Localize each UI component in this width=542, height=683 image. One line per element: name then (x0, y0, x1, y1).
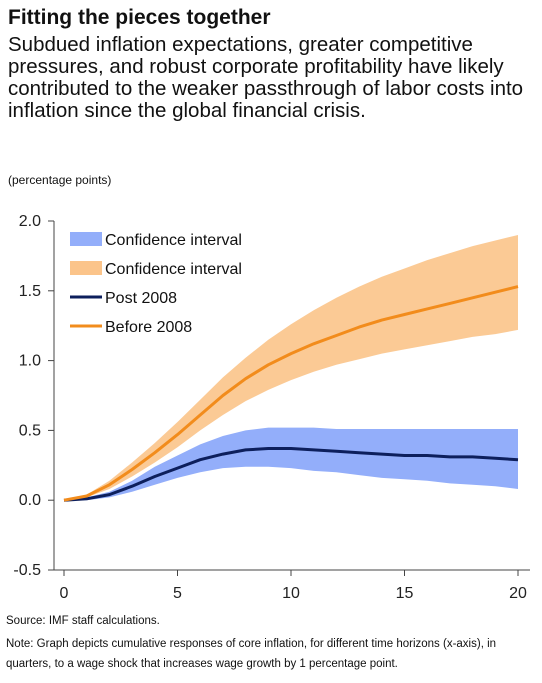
legend: Confidence interval Confidence interval Po… (70, 232, 242, 336)
y-tick-label: 0.0 (19, 492, 41, 509)
chart-subtitle: Subdued inflation expectations, greater … (8, 33, 524, 122)
x-tick-label: 10 (282, 585, 300, 602)
series-line-before-2008 (63, 285, 519, 502)
x-tick-label: 15 (396, 585, 414, 602)
legend-label: Confidence interval (105, 232, 242, 249)
y-tick-label: 1.0 (19, 353, 41, 370)
legend-swatch-band (70, 232, 102, 246)
chart-area: -0.5 0.0 0.5 1.0 1.5 2.0 0 5 10 15 20 Confidence … (13, 213, 530, 602)
x-tick-label: 0 (60, 585, 69, 602)
y-axis-units-label: (percentage points) (8, 173, 112, 187)
y-tick-label: 0.5 (19, 422, 41, 439)
x-ticks-layer: 0 5 10 15 20 (60, 570, 527, 602)
confidence-band-0 (64, 427, 518, 501)
axes-layer (53, 221, 530, 571)
legend-swatch-band (70, 261, 102, 275)
footnote: Note: Graph depicts cumulative responses… (6, 638, 497, 670)
y-tick-label: -0.5 (13, 562, 41, 579)
series-line-post-2008 (63, 447, 519, 502)
x-tick-label: 20 (509, 585, 527, 602)
x-tick-label: 5 (173, 585, 182, 602)
source-note: Source: IMF staff calculations. (6, 615, 160, 627)
lines-layer (63, 285, 519, 502)
y-tick-label: 2.0 (19, 213, 41, 230)
y-tick-label: 1.5 (19, 283, 41, 300)
y-ticks-layer: -0.5 0.0 0.5 1.0 1.5 2.0 (13, 213, 54, 579)
chart-title: Fitting the pieces together (8, 6, 271, 29)
legend-label: Confidence interval (105, 261, 242, 278)
legend-label: Post 2008 (105, 290, 177, 307)
legend-label: Before 2008 (105, 319, 192, 336)
